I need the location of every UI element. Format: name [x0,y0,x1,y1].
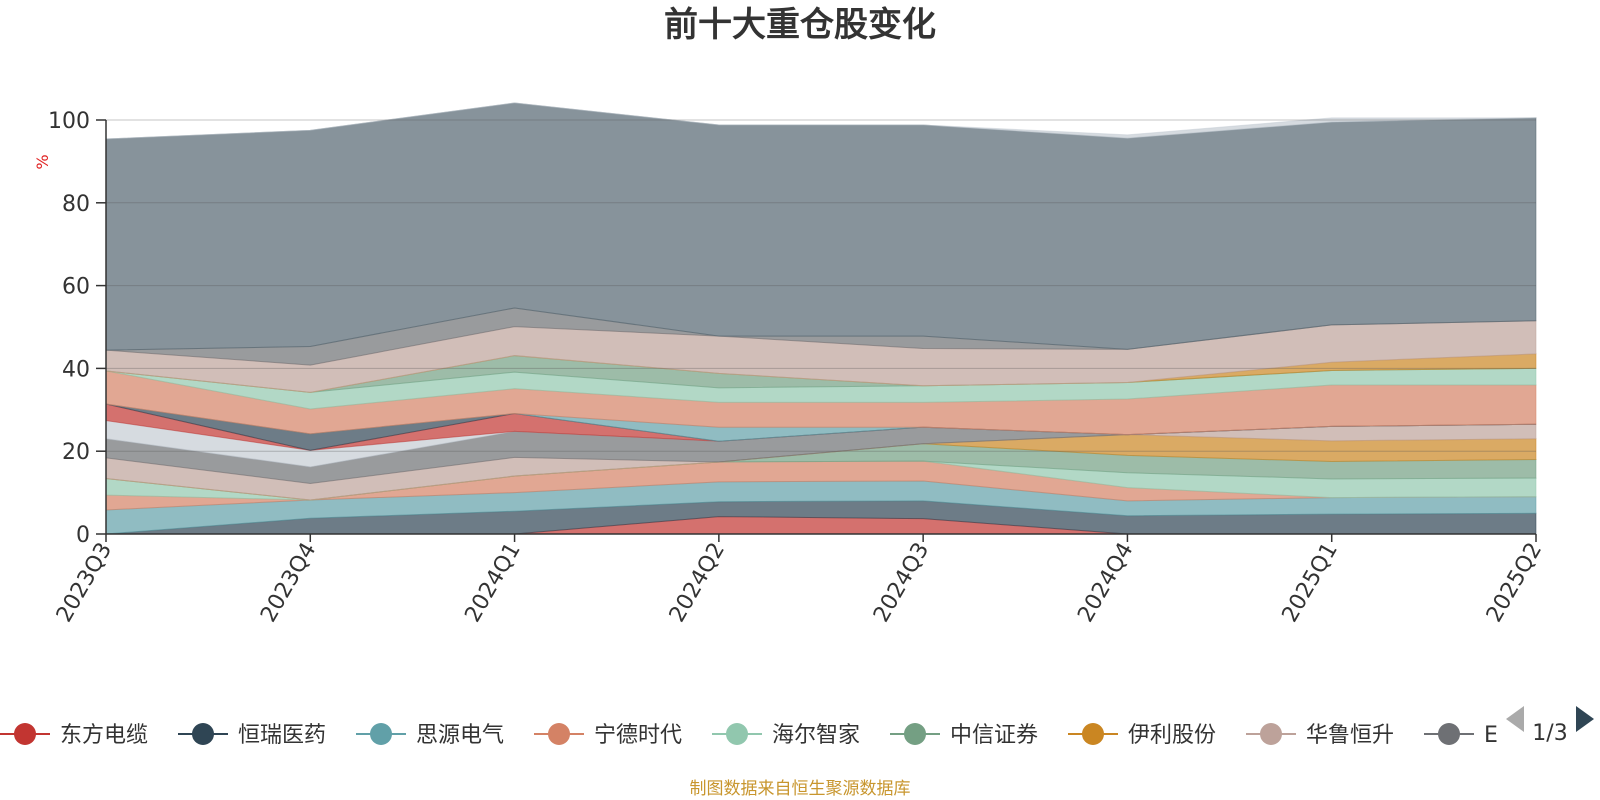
legend-marker [1438,723,1460,745]
x-tick-labels: 2023Q3 2023Q4 2024Q1 2024Q2 2024Q3 2024Q4 2025… [52,534,1547,627]
area-series-group [105,102,1537,535]
legend-label: 中信证券 [950,723,1038,748]
legend-marker [1260,723,1282,745]
legend-marker [370,723,392,745]
legend-page-indicator: 1/3 [1532,721,1567,746]
legend-label: 海尔智家 [772,723,860,748]
x-tick-label: 2025Q2 [1482,539,1547,627]
y-axis-label: % [33,154,52,169]
triangle-left-icon[interactable] [1506,706,1524,732]
legend-marker [14,723,36,745]
legend-pager: 1/3 [1506,706,1594,746]
area-series-21[interactable] [105,102,1537,140]
legend-marker [904,723,926,745]
legend-marker [726,723,748,745]
y-tick-label: 60 [62,275,90,300]
chart-title: 前十大重仓股变化 [664,5,936,45]
area-series-20[interactable] [105,102,1537,351]
x-tick-label: 2023Q4 [256,539,321,627]
legend-item[interactable]: 宁德时代 [534,723,682,748]
data-source-note: 制图数据来自恒生聚源数据库 [690,779,911,799]
legend-marker [192,723,214,745]
y-tick-label: 80 [62,192,90,217]
axes [105,120,1536,535]
x-tick-label: 2024Q2 [665,539,730,627]
y-tick-label: 20 [62,440,90,465]
y-tick-label: 100 [48,109,90,134]
legend-item[interactable]: 伊利股份 [1068,723,1216,748]
legend-item[interactable]: 恒瑞医药 [178,723,326,748]
legend-label: 华鲁恒升 [1306,723,1394,748]
y-tick-label: 0 [76,523,90,548]
legend-label: E [1484,723,1498,748]
legend-item[interactable]: 中信证券 [890,723,1038,748]
x-tick-label: 2024Q4 [1073,539,1138,627]
legend-item[interactable]: E [1424,723,1498,748]
legend-item[interactable]: 华鲁恒升 [1246,723,1394,748]
legend-label: 恒瑞医药 [238,723,326,748]
legend-marker [548,723,570,745]
legend-label: 东方电缆 [60,723,148,748]
legend-label: 伊利股份 [1128,723,1216,748]
legend-item[interactable]: 东方电缆 [0,723,148,748]
x-tick-label: 2024Q1 [460,539,525,627]
y-tick-label: 40 [62,357,90,382]
legend-item[interactable]: 思源电气 [356,723,504,748]
x-tick-label: 2023Q3 [52,539,117,627]
x-tick-label: 2025Q1 [1278,539,1343,627]
triangle-right-icon[interactable] [1576,706,1594,732]
legend-marker [1082,723,1104,745]
gridlines [106,119,1536,452]
legend-label: 思源电气 [416,723,504,748]
y-tick-labels: 0 20 40 60 80 100 [48,109,106,548]
legend-item[interactable]: 海尔智家 [712,723,860,748]
x-tick-label: 2024Q3 [869,539,934,627]
legend-label: 宁德时代 [594,723,682,748]
legend[interactable]: 东方电缆 恒瑞医药 思源电气 宁德时代 海尔智家 中信证券 伊利股份 华鲁恒升 E [0,723,1498,748]
